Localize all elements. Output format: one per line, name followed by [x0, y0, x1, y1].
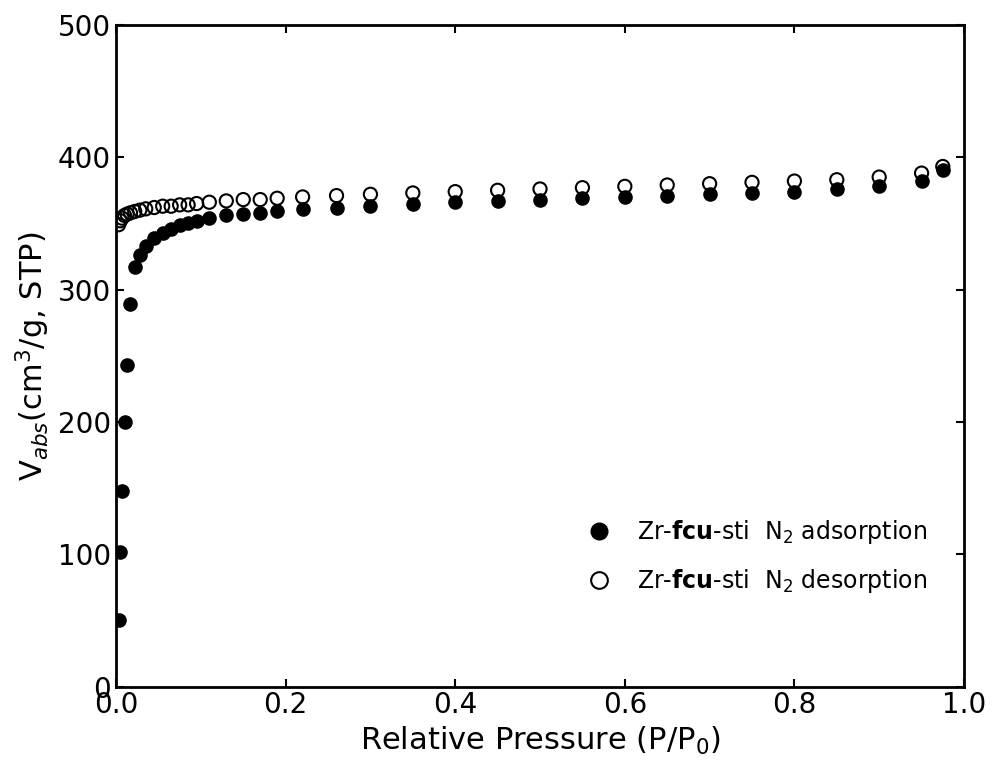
Point — [163, 223, 179, 235]
Point — [829, 183, 845, 195]
Point — [447, 196, 463, 208]
Point — [189, 197, 205, 210]
Y-axis label: V$_{abs}$(cm$^3$/g, STP): V$_{abs}$(cm$^3$/g, STP) — [14, 231, 52, 480]
Point — [235, 194, 251, 206]
Point — [119, 208, 135, 221]
Point — [252, 207, 268, 219]
Point — [111, 218, 127, 231]
Point — [617, 190, 633, 203]
Point — [146, 201, 162, 214]
Point — [405, 197, 421, 210]
Point — [146, 232, 162, 244]
Point — [163, 200, 179, 212]
Point — [532, 183, 548, 195]
Point — [114, 212, 130, 224]
Point — [702, 188, 718, 200]
Point — [447, 186, 463, 198]
Point — [155, 200, 171, 212]
Point — [172, 218, 188, 231]
Point — [155, 227, 171, 239]
Point — [218, 209, 234, 221]
Point — [119, 359, 135, 371]
Point — [362, 200, 378, 212]
Point — [138, 203, 154, 215]
Point — [574, 181, 590, 194]
Point — [405, 187, 421, 199]
Point — [829, 173, 845, 186]
Point — [744, 187, 760, 199]
Point — [744, 177, 760, 189]
Point — [702, 177, 718, 190]
Point — [172, 199, 188, 211]
Point — [574, 192, 590, 204]
Point — [659, 179, 675, 191]
Point — [935, 160, 951, 173]
Point — [362, 188, 378, 200]
Point — [114, 484, 130, 497]
Point — [786, 186, 802, 198]
Point — [218, 195, 234, 207]
Point — [122, 298, 138, 310]
Point — [189, 214, 205, 227]
Point — [329, 201, 345, 214]
Point — [659, 190, 675, 202]
Point — [132, 249, 148, 261]
Point — [112, 545, 128, 557]
Point — [201, 196, 217, 208]
Point — [252, 194, 268, 206]
Point — [871, 180, 887, 193]
Point — [914, 167, 930, 180]
Point — [127, 205, 143, 217]
Point — [490, 184, 506, 197]
Point — [786, 175, 802, 187]
X-axis label: Relative Pressure (P/P$_0$): Relative Pressure (P/P$_0$) — [360, 725, 720, 757]
Point — [127, 261, 143, 273]
Point — [532, 194, 548, 206]
Point — [617, 180, 633, 193]
Point — [111, 614, 127, 627]
Point — [329, 190, 345, 202]
Point — [117, 416, 133, 428]
Point — [201, 212, 217, 224]
Point — [180, 199, 196, 211]
Point — [269, 192, 285, 204]
Point — [235, 208, 251, 221]
Point — [914, 175, 930, 187]
Point — [490, 195, 506, 207]
Point — [122, 207, 138, 219]
Point — [138, 240, 154, 252]
Point — [132, 204, 148, 217]
Point — [117, 209, 133, 221]
Point — [871, 171, 887, 183]
Point — [295, 190, 311, 203]
Point — [269, 205, 285, 217]
Point — [935, 164, 951, 177]
Legend: Zr-$\mathbf{fcu}$-sti  N$_2$ adsorption, Zr-$\mathbf{fcu}$-sti  N$_2$ desorption: Zr-$\mathbf{fcu}$-sti N$_2$ adsorption, … — [575, 518, 927, 595]
Point — [112, 214, 128, 227]
Point — [295, 203, 311, 215]
Point — [180, 217, 196, 230]
